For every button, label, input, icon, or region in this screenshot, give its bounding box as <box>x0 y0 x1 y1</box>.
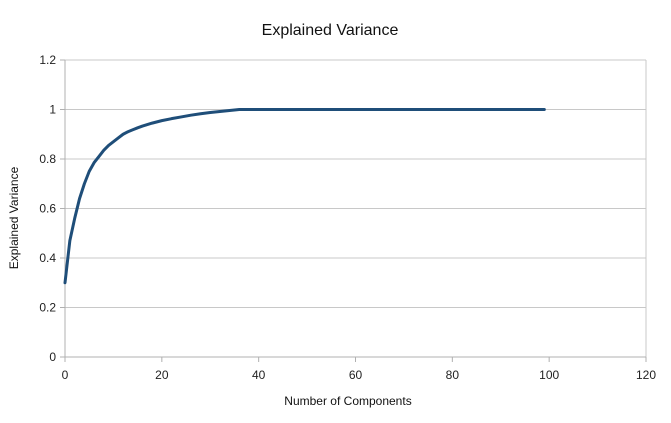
chart-title: Explained Variance <box>262 22 399 39</box>
y-tick-label: 0 <box>49 350 56 364</box>
x-tick-label: 100 <box>539 368 559 382</box>
y-tick-label: 0.2 <box>39 301 56 315</box>
x-tick-label: 80 <box>446 368 460 382</box>
x-tick-label: 0 <box>62 368 69 382</box>
y-tick-label: 0.8 <box>39 152 56 166</box>
y-tick-label: 1 <box>49 103 56 117</box>
y-tick-label: 1.2 <box>39 53 56 67</box>
x-tick-label: 120 <box>636 368 656 382</box>
y-tick-label: 0.6 <box>39 202 56 216</box>
series-line <box>63 108 546 285</box>
x-tick-label: 40 <box>252 368 266 382</box>
grid-layer <box>65 59 647 358</box>
y-tick-label: 0.4 <box>39 251 56 265</box>
y-axis-title: Explained Variance <box>7 166 21 269</box>
x-axis-title: Number of Components <box>284 394 411 408</box>
axis-layer: 0 0.2 0.4 0.6 0.8 1 1.2 0 20 40 60 80 100 120 <box>39 53 656 382</box>
x-tick-label: 20 <box>155 368 169 382</box>
series-layer <box>63 108 546 285</box>
x-tick-label: 60 <box>349 368 363 382</box>
